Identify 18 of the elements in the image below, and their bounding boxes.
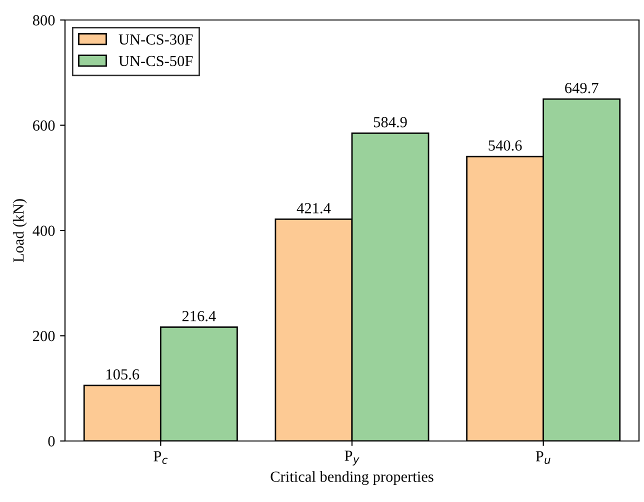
x-tick-label: P$_{c}$	[154, 451, 168, 464]
x-tick-label: P$_{u}$	[536, 451, 550, 464]
data-label: 421.4	[296, 203, 331, 214]
data-label: 584.9	[374, 117, 407, 128]
y-tick-label: 200	[33, 330, 55, 342]
y-tick-label: 800	[32, 15, 55, 26]
y-tick-label: 400	[32, 226, 55, 236]
legend-label: UN-CS-30F	[118, 34, 193, 45]
legend-label: UN-CS-50F	[118, 56, 193, 66]
y-tick-label: 600	[33, 120, 55, 131]
y-tick-label: 0	[48, 436, 55, 446]
data-label: 216.4	[182, 310, 216, 322]
x-axis-title: Critical bending properties	[270, 471, 434, 485]
data-label: 649.7	[565, 82, 598, 94]
x-tick-label: P$_{y}$	[344, 450, 360, 466]
data-label: 105.6	[106, 369, 140, 380]
data-label: 540.6	[488, 140, 522, 151]
y-axis-title: Load (kN)	[12, 199, 27, 262]
